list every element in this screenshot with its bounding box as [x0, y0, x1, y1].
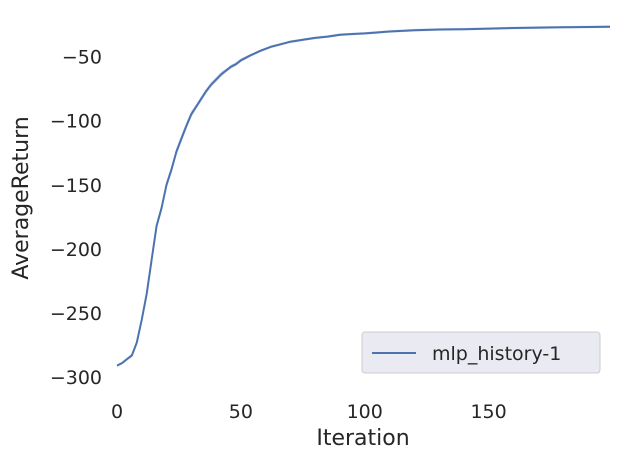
x-tick-labels: 0 50 100 150: [111, 401, 507, 423]
y-tick-label: −250: [50, 303, 102, 325]
x-tick-label: 100: [347, 401, 383, 423]
y-tick-label: −100: [50, 111, 102, 133]
legend: mlp_history-1: [361, 331, 601, 374]
series-line-mlp_history-1: [116, 25, 611, 367]
y-tick-labels: −300 −250 −200 −150 −100 −50: [50, 47, 102, 390]
legend-label-mlp_history-1: mlp_history-1: [432, 343, 561, 365]
x-tick-label: 0: [111, 401, 123, 423]
legend-box: [361, 331, 601, 374]
y-tick-label: −150: [50, 175, 102, 197]
x-axis-label: Iteration: [316, 426, 409, 451]
y-tick-label: −200: [50, 239, 102, 261]
y-tick-label: −50: [62, 47, 102, 69]
y-tick-label: −300: [50, 367, 102, 389]
y-axis-label: AverageReturn: [9, 116, 34, 279]
x-tick-label: 150: [470, 401, 506, 423]
series-lines: [116, 25, 611, 367]
x-tick-label: 50: [229, 401, 253, 423]
